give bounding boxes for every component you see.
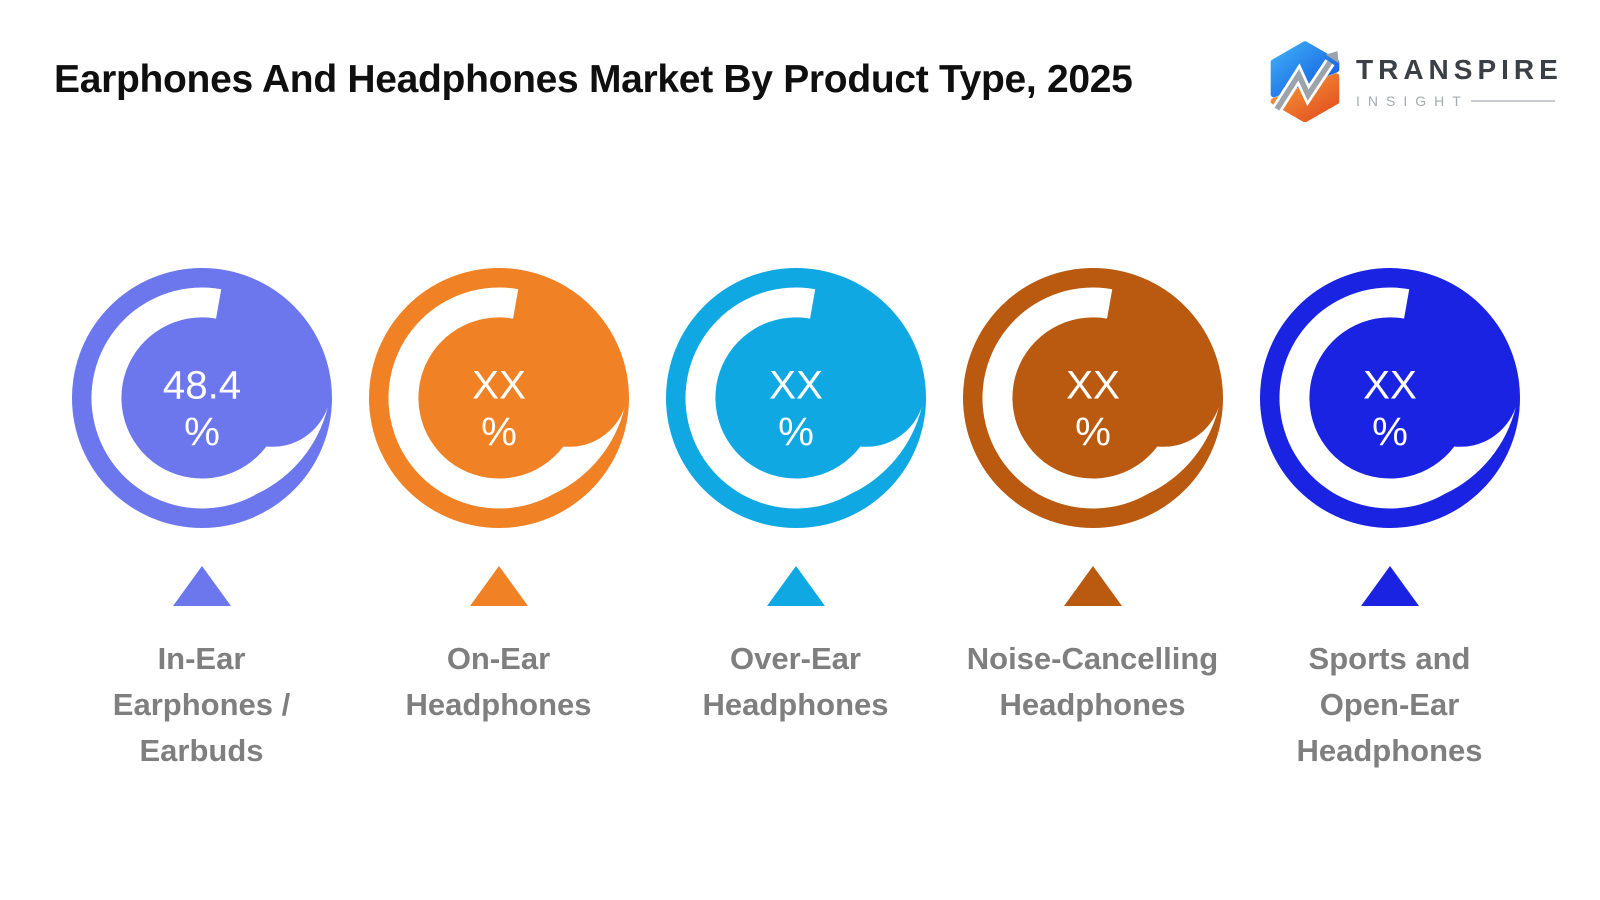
donut-arc-icon — [90, 287, 328, 509]
donut-value: XX — [472, 363, 526, 408]
category-label: On-Ear Headphones — [405, 641, 592, 722]
donut-percent-sign: % — [1372, 409, 1408, 454]
donut-value: XX — [1363, 363, 1417, 408]
charts-row: 48.4 % In-Ear Earphones / Earbuds XX % O… — [53, 268, 1538, 774]
pointer-triangle-icon — [766, 566, 825, 606]
brand-logo: TRANSPIRE INSIGHT — [1266, 40, 1563, 122]
donut-value: 48.4 — [162, 363, 240, 408]
donut-percent-sign: % — [481, 409, 517, 454]
pointer-triangle-icon — [469, 566, 528, 606]
donut-value: XX — [769, 363, 823, 408]
donut-value: XX — [1066, 363, 1120, 408]
category-label: Noise-Cancelling Headphones — [966, 641, 1219, 722]
donut-percent-sign: % — [778, 409, 814, 454]
brand-rule — [1470, 99, 1555, 102]
donut-chart: 48.4 % — [71, 268, 332, 528]
brand-text: TRANSPIRE INSIGHT — [1356, 54, 1563, 109]
donut-arc-icon — [387, 287, 625, 509]
brand-tagline: INSIGHT — [1356, 92, 1469, 109]
logo-hexagon-icon — [1270, 41, 1340, 122]
pointer-triangle-icon — [1063, 566, 1122, 606]
donut-percent-sign: % — [184, 409, 220, 454]
page-title: Earphones And Headphones Market By Produ… — [54, 58, 1133, 101]
donut-arc-icon — [981, 287, 1219, 509]
donut-arc-icon — [684, 287, 922, 509]
donut-percent-sign: % — [1075, 409, 1111, 454]
category-label: Sports and Open-Ear Headphones — [1296, 641, 1483, 768]
donut-arc-icon — [1278, 287, 1516, 509]
chart-column: XX % Noise-Cancelling Headphones — [944, 268, 1241, 774]
donut-chart: XX % — [1259, 268, 1520, 528]
chart-column: 48.4 % In-Ear Earphones / Earbuds — [53, 268, 350, 774]
pointer-triangle-icon — [172, 566, 231, 606]
chart-column: XX % On-Ear Headphones — [350, 268, 647, 774]
category-label: Over-Ear Headphones — [702, 641, 889, 722]
chart-column: XX % Over-Ear Headphones — [647, 268, 944, 774]
brand-name: TRANSPIRE — [1356, 53, 1563, 85]
donut-chart: XX % — [368, 268, 629, 528]
chart-column: XX % Sports and Open-Ear Headphones — [1241, 268, 1538, 774]
donut-chart: XX % — [665, 268, 926, 528]
pointer-triangle-icon — [1360, 566, 1419, 606]
category-label: In-Ear Earphones / Earbuds — [112, 641, 291, 768]
donut-chart: XX % — [962, 268, 1223, 528]
